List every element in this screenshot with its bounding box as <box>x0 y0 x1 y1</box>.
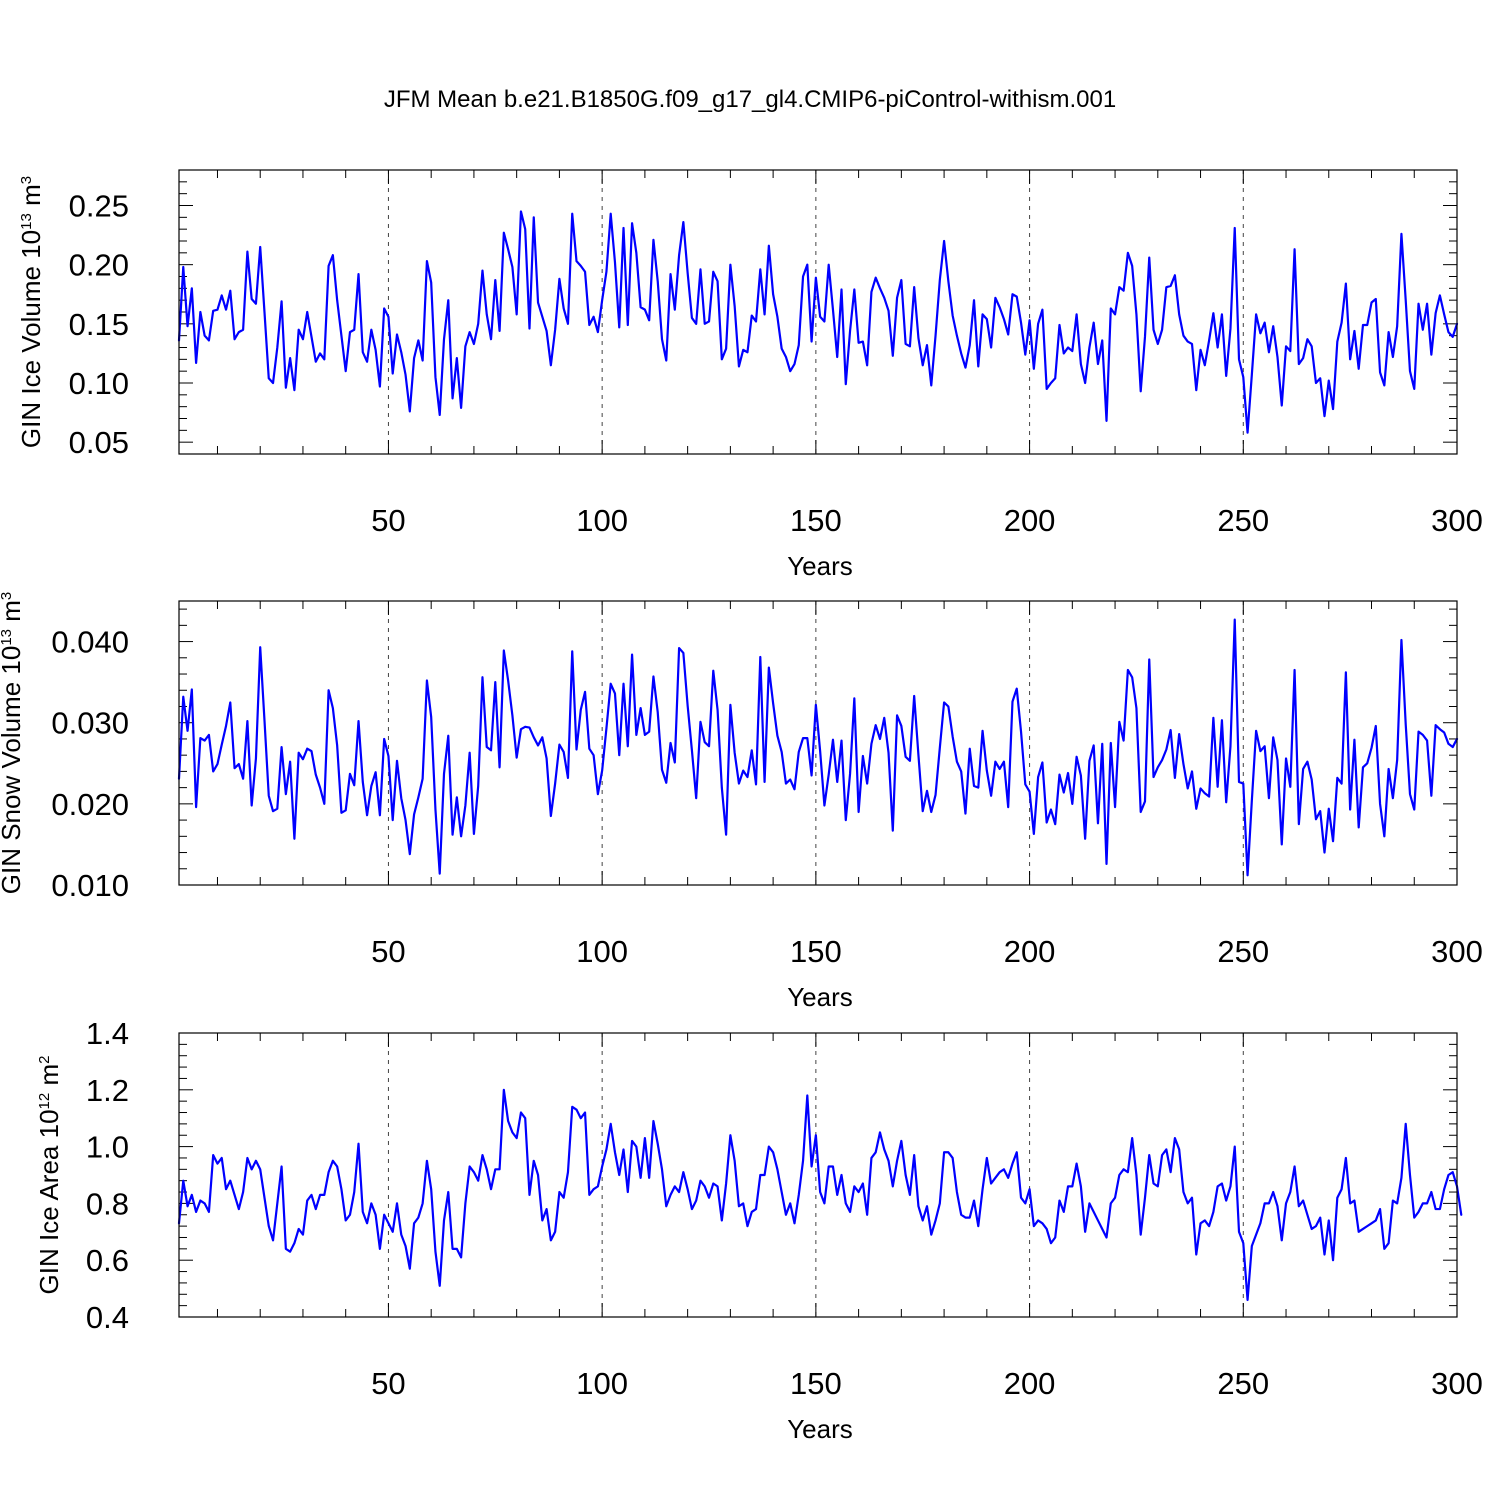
chart-2-ytick-label-2: 0.8 <box>86 1186 129 1221</box>
chart-0-series-line <box>177 210 1459 434</box>
chart-1-xtick-label-1: 100 <box>576 934 628 969</box>
chart-0-xtick-label-1: 100 <box>576 503 628 538</box>
chart-0-xtick-label-5: 300 <box>1431 503 1483 538</box>
chart-2-y-axis-label: GIN Ice Area 1012 m2 <box>34 1056 64 1295</box>
chart-1-xtick-label-2: 150 <box>790 934 842 969</box>
chart-1-ytick-label-3: 0.040 <box>51 625 129 660</box>
panel-ice-volume: 0.05 0.10 0.15 0.20 0.25 50 100 150 200 250 300 Yea… <box>16 169 1483 581</box>
chart-0-y-axis-label-part-2: m <box>16 184 46 213</box>
chart-0-ytick-label-4: 0.25 <box>69 189 129 224</box>
chart-1-series-line <box>177 618 1459 877</box>
chart-1-plot-frame <box>178 600 1458 886</box>
chart-2-x-axis-label: Years <box>787 1414 853 1444</box>
chart-2-y-axis-label-part-3: 2 <box>36 1056 53 1064</box>
chart-1-ytick-label-0: 0.010 <box>51 868 129 903</box>
chart-1-y-axis-label-part-1: 13 <box>0 629 15 646</box>
chart-0-ytick-label-1: 0.10 <box>69 366 129 401</box>
chart-1-ytick-label-1: 0.020 <box>51 787 129 822</box>
chart-1-x-axis-label: Years <box>787 982 853 1012</box>
chart-2-ytick-label-0: 0.4 <box>86 1300 129 1335</box>
chart-0-ytick-label-0: 0.05 <box>69 425 129 460</box>
figure-title: JFM Mean b.e21.B1850G.f09_g17_gl4.CMIP6-… <box>384 86 1116 113</box>
chart-2-xtick-label-4: 250 <box>1217 1366 1269 1401</box>
chart-0-y-axis-label: GIN Ice Volume 1013 m3 <box>16 176 46 448</box>
chart-2-xtick-label-2: 150 <box>790 1366 842 1401</box>
chart-0-x-axis-label: Years <box>787 551 853 581</box>
chart-1-y-axis-label-part-2: m <box>0 600 26 629</box>
chart-0-xtick-label-0: 50 <box>371 503 405 538</box>
chart-0-xtick-label-4: 250 <box>1217 503 1269 538</box>
chart-0-ytick-label-2: 0.15 <box>69 307 129 342</box>
chart-1-xtick-label-0: 50 <box>371 934 405 969</box>
chart-2-ytick-label-1: 0.6 <box>86 1243 129 1278</box>
chart-2-plot-frame <box>178 1032 1458 1318</box>
chart-2-y-axis-label-part-0: GIN Ice Area 10 <box>34 1109 64 1294</box>
chart-0-ytick-label-3: 0.20 <box>69 248 129 283</box>
chart-1-y-axis-label-part-3: 3 <box>0 592 15 600</box>
chart-0-xtick-label-3: 200 <box>1004 503 1056 538</box>
chart-2-ytick-label-4: 1.2 <box>86 1073 129 1108</box>
chart-2-xtick-label-0: 50 <box>371 1366 405 1401</box>
chart-2-series-line <box>177 1088 1463 1302</box>
chart-1-y-axis-label-part-0: GIN Snow Volume 10 <box>0 646 26 895</box>
chart-1-y-axis-label: GIN Snow Volume 1013 m3 <box>0 592 26 895</box>
panel-snow-volume: 0.010 0.020 0.030 0.040 50 100 150 200 250 300 Yea… <box>0 592 1483 1012</box>
chart-2-xtick-label-3: 200 <box>1004 1366 1056 1401</box>
chart-2-xtick-label-5: 300 <box>1431 1366 1483 1401</box>
panel-ice-area: 0.4 0.6 0.8 1.0 1.2 1.4 50 100 150 200 250 300 Years… <box>34 1016 1483 1444</box>
chart-2-y-axis-label-part-2: m <box>34 1064 64 1093</box>
chart-0-y-axis-label-part-1: 13 <box>18 213 35 230</box>
chart-0-xtick-label-2: 150 <box>790 503 842 538</box>
chart-0-plot-frame <box>178 169 1458 455</box>
chart-2-y-axis-label-part-1: 12 <box>36 1093 53 1110</box>
chart-1-xtick-label-3: 200 <box>1004 934 1056 969</box>
chart-2-ytick-label-3: 1.0 <box>86 1130 129 1165</box>
chart-2-ytick-label-5: 1.4 <box>86 1016 129 1051</box>
chart-1-xtick-label-4: 250 <box>1217 934 1269 969</box>
chart-1-ytick-label-2: 0.030 <box>51 706 129 741</box>
chart-2-xtick-label-1: 100 <box>576 1366 628 1401</box>
chart-1-xtick-label-5: 300 <box>1431 934 1483 969</box>
chart-0-y-axis-label-part-3: 3 <box>18 176 35 184</box>
chart-0-y-axis-label-part-0: GIN Ice Volume 10 <box>16 230 46 448</box>
